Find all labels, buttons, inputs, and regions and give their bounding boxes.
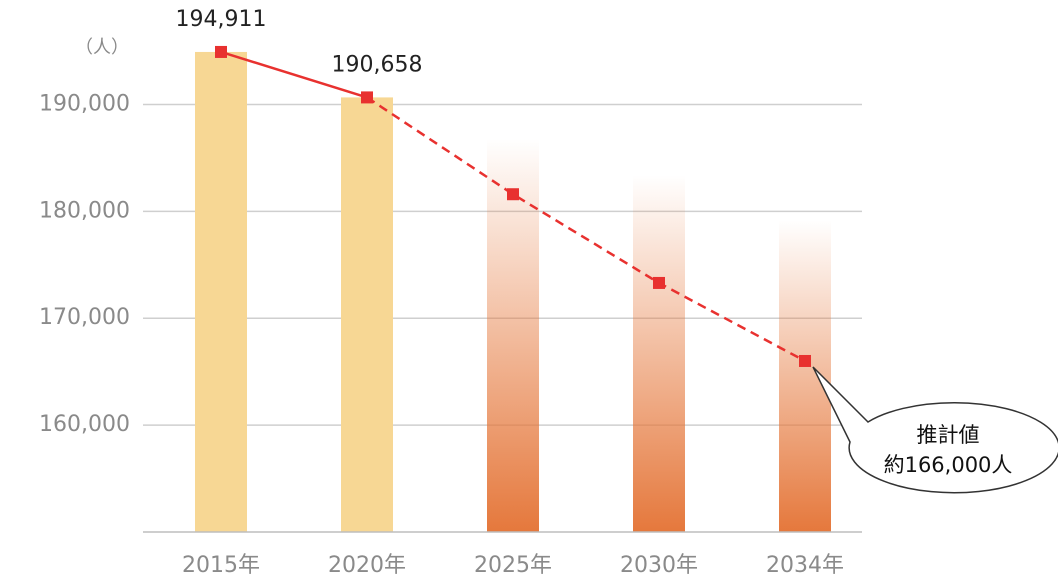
x-tick-label: 2025年 <box>474 553 552 578</box>
value-label: 194,911 <box>176 7 267 32</box>
callout <box>812 366 1058 494</box>
y-tick-label: 160,000 <box>39 412 130 437</box>
callout-text: 約166,000人 <box>884 453 1013 477</box>
line-projected <box>366 96 806 363</box>
value-label: 190,658 <box>332 52 423 77</box>
bar <box>341 97 393 532</box>
point <box>361 91 373 104</box>
x-tick-label: 2034年 <box>766 553 844 578</box>
point <box>799 354 811 367</box>
x-tick-label: 2030年 <box>620 553 698 578</box>
callout-text: 推計値 <box>917 423 980 447</box>
x-tick-label: 2020年 <box>328 553 406 578</box>
bar <box>633 174 685 533</box>
unit-label: （人） <box>75 37 129 58</box>
point <box>507 188 519 201</box>
y-tick-label: 180,000 <box>39 198 130 223</box>
line-actual <box>220 50 368 99</box>
y-tick-label: 170,000 <box>39 305 130 330</box>
point <box>653 276 665 289</box>
x-tick-label: 2015年 <box>182 553 260 578</box>
y-tick-label: 190,000 <box>39 91 130 116</box>
bar <box>779 219 831 532</box>
bar <box>195 51 247 533</box>
point <box>215 45 227 58</box>
